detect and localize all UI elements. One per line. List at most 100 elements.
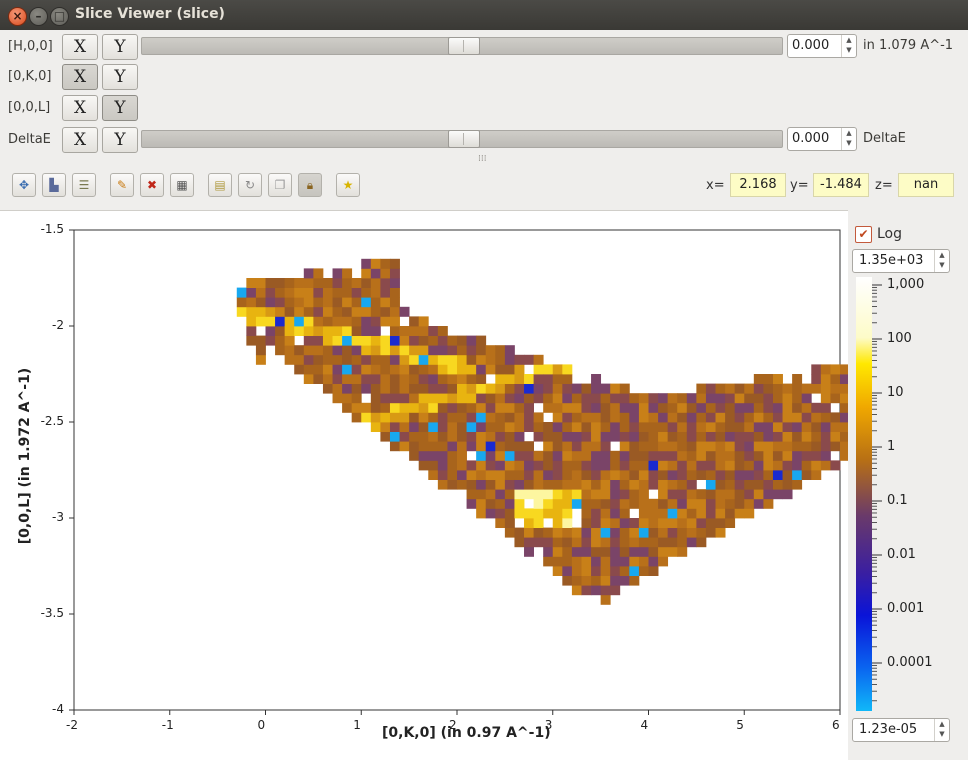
heatmap (236, 258, 848, 605)
dimension-label: [0,0,L] (8, 100, 51, 115)
line-pencil-icon: ✎ (116, 178, 128, 192)
z-coord-label: z= (875, 178, 893, 193)
maximize-icon: □ (53, 9, 66, 23)
window-title: Slice Viewer (slice) (75, 6, 225, 22)
grid-icon: ▦ (176, 178, 188, 192)
x-tick-label: -2 (66, 718, 78, 732)
non-orthogonal-icon: ▤ (214, 178, 226, 192)
window-maximize-button[interactable]: □ (50, 7, 69, 26)
refresh-icon: ↻ (244, 178, 256, 192)
check-icon: ✔ (858, 227, 869, 241)
x-axis-button[interactable]: X (62, 64, 98, 90)
rebin-icon: ▙ (49, 178, 59, 192)
dimension-value-spinbox[interactable]: 0.000 ▲ ▼ (787, 127, 857, 151)
dimension-label: DeltaE (8, 132, 51, 147)
peaks-icon: ☰ (78, 178, 90, 192)
zoom-extents-button[interactable]: ✥ (12, 173, 36, 197)
spin-arrows-icon[interactable]: ▲ ▼ (934, 250, 949, 272)
colorbar-tick-label: 0.0001 (887, 655, 933, 670)
toolbar: ✥ ▙ ☰ ✎ ✖ ▦ ▤ ↻ ❐ 🔒︎ ★ x= 2.168 y= -1.48… (0, 170, 968, 202)
clear-line-icon: ✖ (146, 178, 158, 192)
window-titlebar: × – □ Slice Viewer (slice) (0, 0, 968, 30)
colorbar-tick-label: 1 (887, 439, 896, 454)
x-tick-label: 6 (832, 718, 840, 732)
x-axis-button[interactable]: X (62, 127, 98, 153)
lock-button[interactable]: 🔒︎ (298, 173, 322, 197)
slider-handle[interactable] (448, 130, 480, 148)
y-axis-button[interactable]: Y (102, 95, 138, 121)
lock-icon: 🔒︎ (306, 178, 314, 192)
splitter-grip-icon[interactable]: ⁞⁞⁞ (478, 154, 487, 164)
window-minimize-button[interactable]: – (29, 7, 48, 26)
dimension-label: [0,K,0] (8, 69, 52, 84)
y-coord-value: -1.484 (813, 173, 869, 197)
non-orthogonal-button[interactable]: ▤ (208, 173, 232, 197)
window-close-button[interactable]: × (8, 7, 27, 26)
y-axis-label: [0,0,L] (in 1.972 A^-1) (17, 367, 33, 545)
x-axis-button[interactable]: X (62, 95, 98, 121)
x-tick-label: -1 (161, 718, 174, 732)
colorbar-tick-label: 0.01 (887, 547, 916, 562)
x-tick-label: 5 (736, 718, 744, 732)
x-axis-button[interactable]: X (62, 34, 98, 60)
dimension-unit: in 1.079 A^-1 (863, 38, 954, 53)
y-tick-label: -4 (52, 702, 64, 716)
colorbar-min-value: 1.23e-05 (859, 722, 918, 737)
spin-arrows-icon[interactable]: ▲ ▼ (841, 35, 856, 57)
y-axis-button[interactable]: Y (102, 64, 138, 90)
x-axis-label: [0,K,0] (in 0.97 A^-1) (382, 725, 551, 741)
x-tick-label: 1 (353, 718, 361, 732)
colorbar-gradient (856, 277, 882, 711)
spin-arrows-icon[interactable]: ▲ ▼ (934, 719, 949, 741)
x-coord-value: 2.168 (730, 173, 786, 197)
y-tick-label: -2 (52, 318, 64, 332)
dimension-unit: DeltaE (863, 131, 906, 146)
favorite-button[interactable]: ★ (336, 173, 360, 197)
dimension-label: [H,0,0] (8, 39, 53, 54)
x-coord-label: x= (706, 178, 725, 193)
axis-ticks (69, 229, 841, 715)
slice-plot[interactable] (0, 210, 848, 759)
favorite-star-icon: ★ (342, 178, 354, 192)
colorbar-min-spinbox[interactable]: 1.23e-05 ▲ ▼ (852, 718, 950, 742)
overlay-icon: ❐ (274, 178, 286, 192)
overlay-button[interactable]: ❐ (268, 173, 292, 197)
colorbar-tick-label: 1,000 (887, 277, 925, 292)
y-coord-label: y= (790, 178, 809, 193)
peaks-button[interactable]: ☰ (72, 173, 96, 197)
grid-button[interactable]: ▦ (170, 173, 194, 197)
clear-line-button[interactable]: ✖ (140, 173, 164, 197)
spin-arrows-icon[interactable]: ▲ ▼ (841, 128, 856, 150)
y-axis-button[interactable]: Y (102, 127, 138, 153)
x-tick-label: 3 (544, 718, 553, 732)
dimension-slider[interactable] (141, 37, 783, 55)
dimension-value-spinbox[interactable]: 0.000 ▲ ▼ (787, 34, 857, 58)
rebin-button[interactable]: ▙ (42, 173, 66, 197)
dimension-slider[interactable] (141, 130, 783, 148)
colorbar-tick-label: 100 (887, 331, 912, 346)
refresh-button[interactable]: ↻ (238, 173, 262, 197)
line-pencil-button[interactable]: ✎ (110, 173, 134, 197)
minimize-icon: – (35, 9, 42, 23)
x-tick-label: 2 (449, 718, 457, 732)
dimension-row-deltae: DeltaE X Y 0.000 ▲ ▼ DeltaE (0, 126, 968, 154)
y-axis-button[interactable]: Y (102, 34, 138, 60)
colorbar-max-value: 1.35e+03 (859, 253, 924, 268)
log-label: Log (877, 226, 903, 242)
zoom-extents-icon: ✥ (18, 178, 30, 192)
dimension-value: 0.000 (792, 131, 830, 146)
dimension-row-h: [H,0,0] X Y 0.000 ▲ ▼ in 1.079 A^-1 (0, 33, 968, 61)
slider-handle[interactable] (448, 37, 480, 55)
y-tick-label: -2.5 (40, 414, 64, 428)
x-tick-label: 4 (640, 718, 649, 732)
colorbar-max-spinbox[interactable]: 1.35e+03 ▲ ▼ (852, 249, 950, 273)
dimension-row-l: [0,0,L] X Y (0, 94, 968, 122)
log-checkbox[interactable]: ✔ (855, 226, 872, 243)
y-tick-label: -3 (52, 510, 64, 524)
close-icon: × (12, 9, 23, 23)
colorbar-tick-label: 10 (887, 385, 904, 400)
y-tick-label: -1.5 (40, 222, 64, 236)
x-tick-label: 0 (257, 718, 266, 732)
colorbar-tick-label: 0.1 (887, 493, 908, 508)
z-coord-value: nan (898, 173, 954, 197)
